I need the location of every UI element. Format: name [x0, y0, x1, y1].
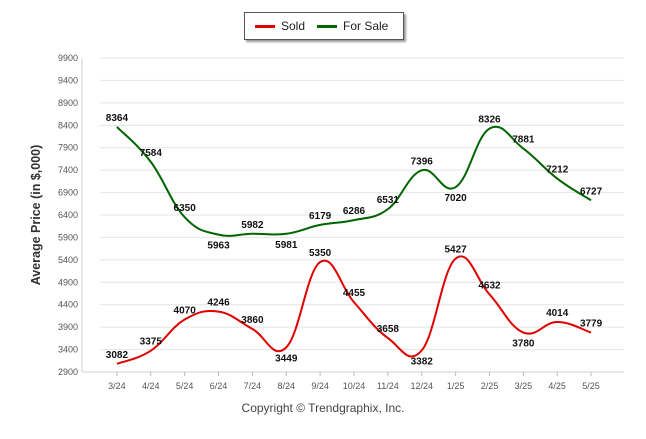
data-label-sold: 5350 [309, 248, 332, 259]
x-tick-label: 10/24 [343, 381, 366, 391]
x-tick-label: 4/24 [142, 381, 160, 391]
series-line-for-sale [116, 125, 592, 237]
y-tick-label: 6400 [58, 210, 78, 220]
x-tick-label: 9/24 [311, 381, 329, 391]
data-label-for-sale: 5981 [275, 240, 298, 251]
x-tick-label: 6/24 [210, 381, 228, 391]
data-label-for-sale: 5963 [207, 241, 230, 252]
legend-label-forsale: For Sale [343, 19, 389, 33]
data-label-for-sale: 7212 [546, 165, 569, 176]
y-tick-label: 4900 [58, 277, 78, 287]
y-tick-label: 3900 [58, 322, 78, 332]
data-label-for-sale: 5982 [241, 220, 264, 231]
data-label-sold: 3449 [275, 353, 298, 364]
data-label-for-sale: 6350 [174, 203, 197, 214]
data-label-for-sale: 7881 [512, 135, 535, 146]
data-label-sold: 3375 [140, 337, 163, 348]
x-tick-label: 8/24 [278, 381, 296, 391]
y-tick-label: 5900 [58, 232, 78, 242]
data-label-sold: 4632 [478, 280, 501, 291]
y-tick-label: 9900 [58, 53, 78, 63]
data-label-for-sale: 6727 [580, 186, 603, 197]
legend-item-sold: Sold [255, 19, 305, 33]
data-label-for-sale: 7020 [444, 193, 467, 204]
y-tick-label: 9400 [58, 75, 78, 85]
data-label-sold: 4070 [174, 306, 197, 317]
data-label-for-sale: 8326 [478, 115, 501, 126]
legend-swatch-sold [255, 24, 275, 28]
y-tick-label: 6900 [58, 188, 78, 198]
x-tick-label: 4/25 [548, 381, 566, 391]
data-label-sold: 3860 [241, 315, 264, 326]
x-tick-label: 7/24 [244, 381, 262, 391]
x-tick-label: 11/24 [377, 381, 399, 391]
data-label-sold: 5427 [444, 245, 467, 256]
y-tick-label: 7900 [58, 143, 78, 153]
data-label-for-sale: 7396 [411, 156, 434, 167]
copyright-text: Copyright © Trendgraphix, Inc. [241, 401, 405, 415]
y-tick-label: 2900 [58, 367, 78, 377]
data-label-for-sale: 6531 [377, 195, 400, 206]
data-label-sold: 3382 [411, 356, 434, 367]
x-tick-label: 3/24 [108, 381, 126, 391]
y-tick-label: 3400 [58, 345, 78, 355]
data-label-for-sale: 8364 [106, 113, 129, 124]
x-tick-label: 5/24 [176, 381, 194, 391]
data-label-sold: 3082 [106, 350, 129, 361]
data-label-sold: 3658 [377, 324, 400, 335]
x-tick-label: 12/24 [410, 381, 433, 391]
legend: Sold For Sale [244, 12, 404, 40]
x-tick-label: 2/25 [481, 381, 499, 391]
x-tick-label: 1/25 [447, 381, 465, 391]
legend-label-sold: Sold [281, 19, 306, 33]
data-label-for-sale: 7584 [140, 148, 163, 159]
legend-swatch-forsale [317, 24, 337, 28]
data-label-for-sale: 6286 [343, 206, 366, 217]
y-tick-label: 7400 [58, 165, 78, 175]
x-tick-label: 5/25 [582, 381, 600, 391]
data-label-for-sale: 6179 [309, 211, 332, 222]
x-tick-label: 3/25 [515, 381, 533, 391]
data-label-sold: 4455 [343, 288, 366, 299]
y-tick-label: 5400 [58, 255, 78, 265]
data-label-sold: 3779 [580, 319, 603, 330]
series-line-sold [116, 255, 592, 365]
data-label-sold: 4246 [207, 298, 230, 309]
y-tick-label: 8900 [58, 98, 78, 108]
legend-item-forsale: For Sale [317, 19, 388, 33]
y-axis-label: Average Price (in $,000) [29, 144, 43, 286]
y-tick-label: 8400 [58, 120, 78, 130]
y-tick-label: 4400 [58, 300, 78, 310]
data-label-sold: 3780 [512, 339, 535, 350]
data-label-sold: 4014 [546, 308, 569, 319]
